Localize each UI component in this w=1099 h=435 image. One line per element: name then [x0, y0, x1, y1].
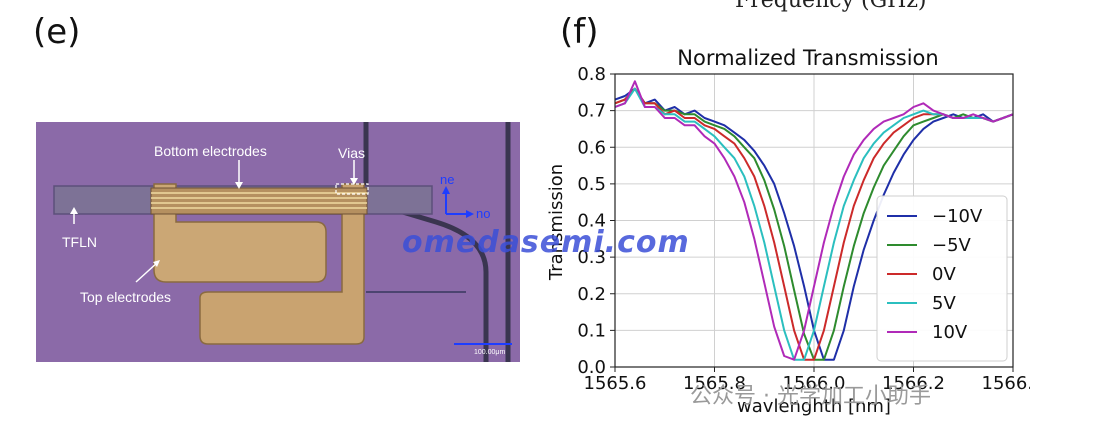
legend-label-0: −10V	[932, 206, 983, 227]
legend-label-1: −5V	[932, 235, 972, 256]
y-tick-label: 0.7	[577, 101, 606, 122]
chart-series-group	[614, 80, 1014, 361]
y-tick-label: 0.2	[577, 284, 606, 305]
chart-ticks: 1565.6 1565.8 1566.0 1566.2 1566.4 0.0 0.1 0.2 0…	[577, 64, 1030, 394]
label-vias: Vias	[338, 145, 365, 161]
y-tick-label: 0.6	[577, 137, 606, 158]
vias-box	[335, 183, 369, 195]
series-line-4	[614, 80, 1014, 361]
y-tick-label: 0.5	[577, 174, 606, 195]
y-tick-label: 0.0	[577, 357, 606, 378]
chart-legend: −10V −5V 0V 5V 10V	[876, 195, 1008, 362]
legend-label-4: 10V	[932, 322, 968, 343]
label-axis-no: no	[476, 206, 490, 221]
watermark-site: omedasemi.com	[402, 225, 690, 260]
legend-label-3: 5V	[932, 293, 956, 314]
chart-title: Normalized Transmission	[677, 46, 938, 70]
top-electrode-right	[199, 183, 365, 345]
label-tfln: TFLN	[62, 234, 97, 250]
y-tick-label: 0.1	[577, 320, 606, 341]
y-tick-label: 0.8	[577, 64, 606, 85]
watermark-wechat: 公众号 · 光学加工小助手	[690, 384, 931, 409]
x-tick-label: 1565.6	[584, 373, 647, 394]
label-axis-ne: ne	[440, 172, 454, 187]
microscope-image: Bottom electrodes Vias TFLN Top electrod…	[36, 122, 520, 362]
label-scale-bar: 100.00μm	[474, 349, 505, 356]
transmission-chart: Normalized Transmission 1565.6 1565.8 1566…	[546, 46, 1030, 417]
label-top-electrodes: Top electrodes	[80, 289, 171, 305]
arrow-top-electrodes	[135, 261, 159, 283]
legend-box	[876, 195, 1008, 362]
y-axis-label: Transmission	[546, 164, 567, 281]
y-tick-label: 0.3	[577, 247, 606, 268]
top-caption-fragment: Frequency (GHz)	[735, 0, 927, 13]
bottom-electrode-block	[150, 187, 368, 215]
legend-label-2: 0V	[932, 264, 956, 285]
x-tick-label: 1566.0	[783, 373, 846, 394]
label-bottom-electrodes: Bottom electrodes	[154, 143, 267, 159]
y-tick-label: 0.4	[577, 211, 606, 232]
x-tick-label: 1566.4	[982, 373, 1030, 394]
panel-f-label: (f)	[560, 12, 599, 52]
x-tick-label: 1565.8	[683, 373, 746, 394]
x-axis-label: wavlenghth [nm]	[737, 396, 891, 417]
x-tick-label: 1566.2	[882, 373, 945, 394]
top-electrode-left	[153, 183, 327, 283]
panel-e-label: (e)	[33, 12, 81, 52]
